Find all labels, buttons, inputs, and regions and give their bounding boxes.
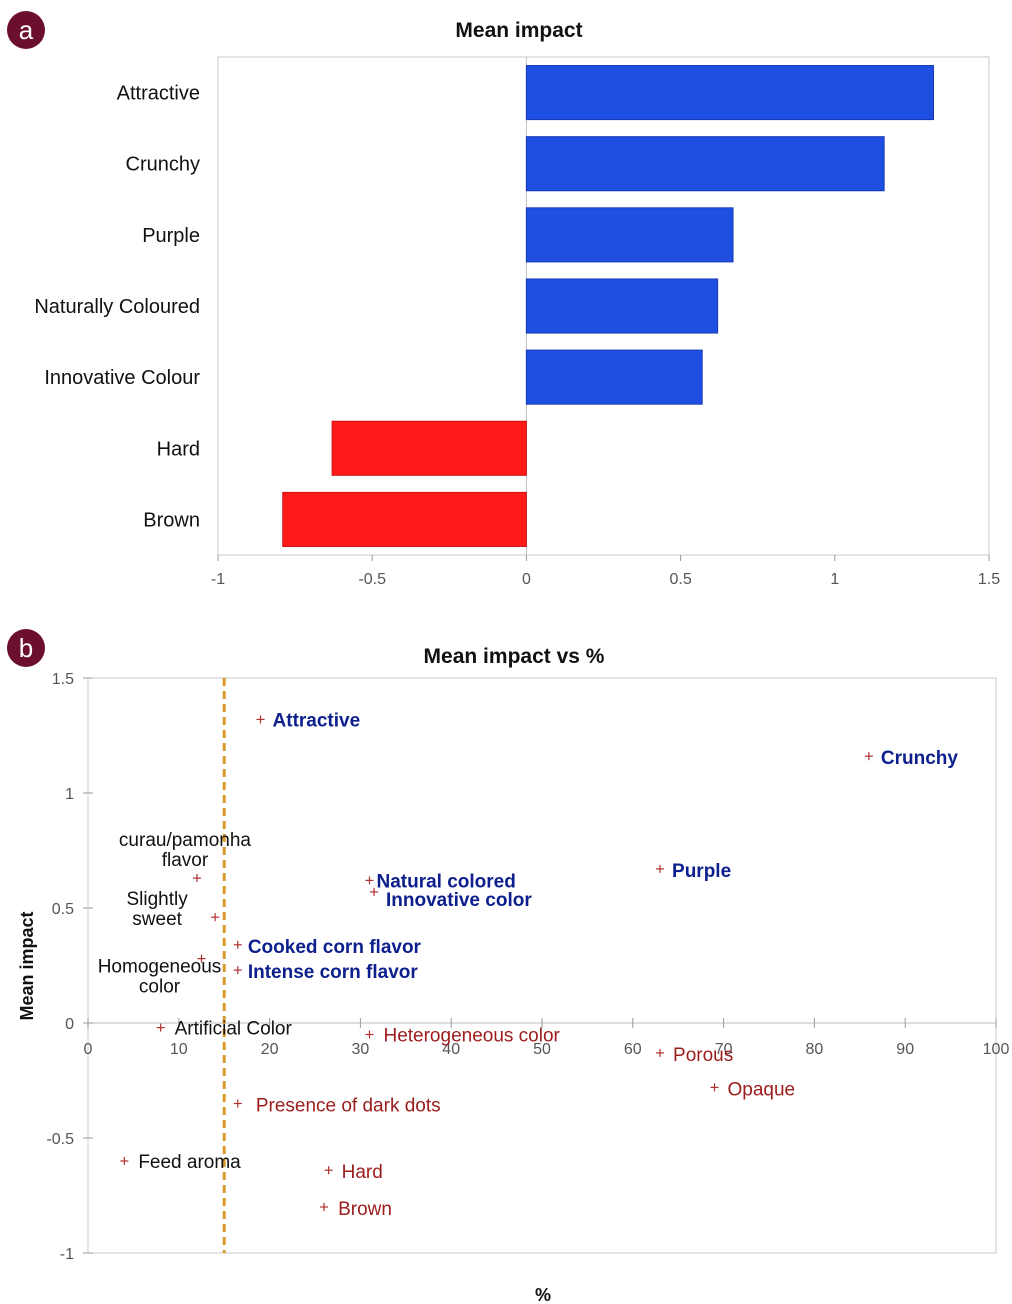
point-natural-colored: Natural colored xyxy=(365,871,516,892)
point-homogeneous-color: Homogeneous color xyxy=(98,954,222,998)
panel-a-letter: a xyxy=(19,15,34,45)
chart-a-bars xyxy=(282,57,934,555)
x-tick-label: 0.5 xyxy=(669,571,691,588)
y-tick-label: -0.5 xyxy=(46,1131,74,1148)
point-intense-corn-flavor: Intense corn flavor xyxy=(233,962,419,983)
x-tick-label: 10 xyxy=(170,1041,188,1058)
y-tick-label: 1 xyxy=(65,786,74,803)
panel-b-letter: b xyxy=(19,633,33,663)
point-attractive: Attractive xyxy=(256,710,361,731)
category-label-naturally-coloured: Naturally Coloured xyxy=(34,296,200,318)
y-tick-label: 1.5 xyxy=(52,671,74,688)
chart-b-title: Mean impact vs % xyxy=(424,645,605,668)
point-cooked-corn-flavor: Cooked corn flavor xyxy=(233,937,422,958)
x-tick-label: 40 xyxy=(442,1041,460,1058)
point-opaque: Opaque xyxy=(710,1079,796,1100)
y-tick-label: 0 xyxy=(65,1016,74,1033)
bar-naturally-coloured xyxy=(525,278,719,334)
category-label-hard: Hard xyxy=(157,438,200,460)
x-tick-label: -1 xyxy=(211,571,225,588)
point-purple: Purple xyxy=(656,861,731,882)
point-innovative-color: Innovative color xyxy=(370,887,532,911)
chart-a-category-labels: Attractive Crunchy Purple Naturally Coloure… xyxy=(34,83,200,532)
point-brown: Brown xyxy=(320,1199,392,1220)
chart-a-title: Mean impact xyxy=(455,19,582,42)
x-tick-label: 20 xyxy=(261,1041,279,1058)
category-label-purple: Purple xyxy=(142,225,200,247)
point-label-purple: Purple xyxy=(672,861,731,882)
panel-a: a Mean impact Attractive Crunchy Purple Nat… xyxy=(7,11,1000,588)
x-tick-label: 70 xyxy=(715,1041,733,1058)
chart-b-x-axis-label: % xyxy=(535,1285,551,1304)
x-tick-label: 80 xyxy=(806,1041,824,1058)
y-tick-label: 0.5 xyxy=(52,901,74,918)
point-crunchy: Crunchy xyxy=(864,748,959,769)
chart-b-plot-frame xyxy=(87,677,997,1254)
category-label-brown: Brown xyxy=(143,509,200,531)
point-label-hard: Hard xyxy=(342,1162,383,1183)
x-tick-label: 1.5 xyxy=(978,571,1000,588)
x-tick-label: 1 xyxy=(830,571,839,588)
point-label-innovative-color: Innovative color xyxy=(386,890,532,911)
point-label-curau-pamonha-flavor: curau/pamonha flavor xyxy=(119,830,251,871)
point-heterogeneous-color: Heterogeneous color xyxy=(365,1026,561,1047)
point-artificial-color: Artificial Color xyxy=(156,1019,293,1040)
category-label-innovative-colour: Innovative Colour xyxy=(44,367,200,389)
point-label-heterogeneous-color: Heterogeneous color xyxy=(383,1026,560,1047)
point-label-crunchy: Crunchy xyxy=(881,748,959,769)
chart-b-points: Attractive Crunchy curau/pamonha flavor Natu… xyxy=(98,710,959,1220)
point-label-intense-corn-flavor: Intense corn flavor xyxy=(248,962,419,983)
panel-b: b Mean impact vs % 0 10 20 30 40 50 60 70 80 90 10… xyxy=(7,629,1009,1304)
point-label-artificial-color: Artificial Color xyxy=(175,1019,293,1040)
point-label-presence-of-dark-dots: Presence of dark dots xyxy=(256,1096,441,1117)
panel-a-badge xyxy=(7,11,45,49)
bar-innovative-colour xyxy=(525,349,703,405)
category-label-crunchy: Crunchy xyxy=(126,154,200,176)
point-label-slightly-sweet: Slightly sweet xyxy=(126,889,188,930)
point-label-attractive: Attractive xyxy=(273,710,361,731)
point-hard: Hard xyxy=(324,1162,383,1183)
x-tick-label: 0 xyxy=(522,571,531,588)
category-label-attractive: Attractive xyxy=(117,83,200,105)
x-tick-label: 60 xyxy=(624,1041,642,1058)
point-slightly-sweet: Slightly sweet xyxy=(126,889,220,930)
point-curau-pamonha-flavor: curau/pamonha flavor xyxy=(119,830,251,883)
chart-b-axes: 0 10 20 30 40 50 60 70 80 90 100 1.5 1 0.5 0 -0.5 -1 xyxy=(46,671,1009,1263)
bar-crunchy xyxy=(525,136,885,192)
x-tick-label: 90 xyxy=(896,1041,914,1058)
point-label-brown: Brown xyxy=(338,1199,392,1220)
point-feed-aroma: Feed aroma xyxy=(120,1152,241,1173)
chart-b-y-axis-label: Mean impact xyxy=(17,911,37,1020)
panel-b-badge xyxy=(7,629,45,667)
x-tick-label: 50 xyxy=(533,1041,551,1058)
point-presence-of-dark-dots: Presence of dark dots xyxy=(233,1096,441,1117)
x-tick-label: 100 xyxy=(983,1041,1010,1058)
bar-hard xyxy=(331,420,527,476)
x-tick-label: 0 xyxy=(84,1041,93,1058)
point-label-natural-colored: Natural colored xyxy=(376,871,515,892)
y-tick-label: -1 xyxy=(60,1246,74,1263)
x-tick-label: 30 xyxy=(352,1041,370,1058)
point-label-cooked-corn-flavor: Cooked corn flavor xyxy=(248,937,422,958)
point-label-opaque: Opaque xyxy=(728,1079,796,1100)
x-tick-label: -0.5 xyxy=(358,571,386,588)
bar-brown xyxy=(282,491,527,547)
bar-purple xyxy=(525,207,734,263)
point-label-feed-aroma: Feed aroma xyxy=(138,1152,241,1173)
point-porous: Porous xyxy=(656,1045,733,1066)
chart-a-x-ticks: -1 -0.5 0 0.5 1 1.5 xyxy=(211,554,1000,588)
point-label-porous: Porous xyxy=(673,1045,733,1066)
point-label-homogeneous-color: Homogeneous color xyxy=(98,957,222,998)
bar-attractive xyxy=(525,65,934,121)
